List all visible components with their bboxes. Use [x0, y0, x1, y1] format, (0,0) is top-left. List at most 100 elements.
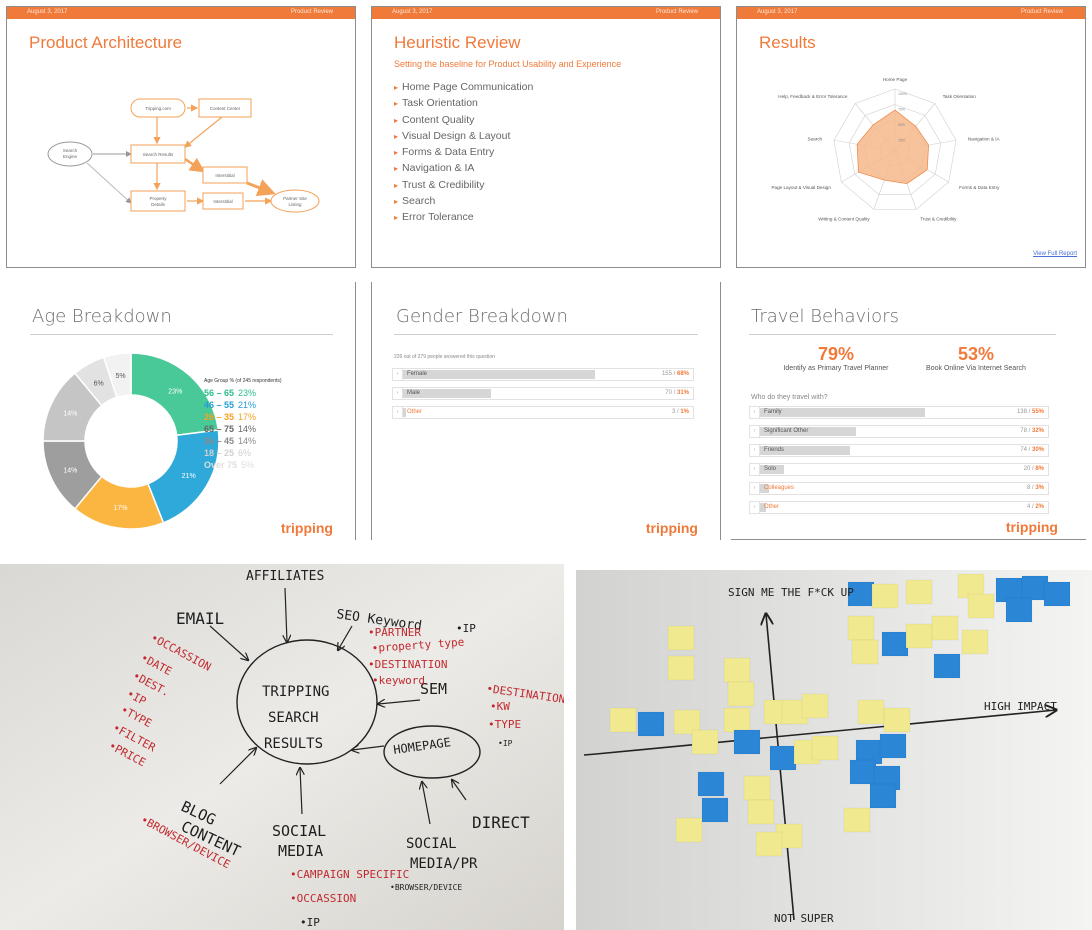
expand-icon[interactable]: › — [750, 445, 760, 456]
bar-fill — [760, 408, 925, 417]
legend-value: 14% — [238, 424, 257, 434]
sticky-note — [967, 593, 995, 619]
bar-row[interactable]: › Other 3 / 1% — [392, 406, 694, 419]
whiteboard-note: •DESTINATION — [368, 658, 447, 671]
radar-axis-label: Task Orientation — [943, 94, 977, 99]
expand-icon[interactable]: › — [750, 483, 760, 494]
stat-primary-planner: 79% Identify as Primary Travel Planner — [771, 344, 901, 372]
donut-slice — [102, 352, 132, 399]
list-item: ▸ Visual Design & Layout — [394, 129, 511, 142]
legend-value: 23% — [238, 388, 257, 398]
legend-label: 36 – 45 — [204, 436, 235, 446]
bar-row[interactable]: › Other 4 / 2% — [749, 501, 1049, 514]
legend-label: 65 – 75 — [204, 424, 235, 434]
stat-value: 79% — [817, 344, 855, 364]
expand-icon[interactable]: › — [750, 502, 760, 513]
legend-value: 6% — [238, 448, 252, 458]
expand-icon[interactable]: › — [393, 369, 403, 380]
slide-travel-behaviors: Travel Behaviors 79% Identify as Primary… — [731, 282, 1086, 540]
stat-book-online: 53% Book Online Via Internet Search — [911, 344, 1041, 372]
bar-label: Colleagues — [764, 485, 795, 491]
slide-results: August 3, 2017 Product Review Results 10… — [736, 6, 1086, 268]
legend-label: 46 – 55 — [204, 400, 235, 410]
impact-matrix-board: SIGN ME THE F*CK UP HIGH IMPACT NOT SUPE… — [576, 570, 1092, 930]
sticky-note — [747, 799, 775, 825]
expand-icon[interactable]: › — [393, 388, 403, 399]
bar-row[interactable]: › Solo 20 / 8% — [749, 463, 1049, 476]
list-item: ▸ Task Orientation — [394, 97, 478, 110]
expand-icon[interactable]: › — [750, 407, 760, 418]
sticky-note — [727, 681, 755, 707]
bar-label: Solo — [764, 466, 777, 472]
matrix-axis-bottom-label: NOT SUPER — [774, 912, 834, 925]
slide-title: Gender Breakdown — [396, 306, 568, 327]
architecture-diagram: Search Engine Search Results Tripping.co… — [47, 98, 320, 213]
svg-text:Interstitial: Interstitial — [215, 173, 234, 178]
slide-gender-breakdown: Gender Breakdown 226 out of 279 people a… — [371, 282, 721, 540]
sticky-note — [871, 583, 899, 609]
answered-count: 226 out of 279 people answered this ques… — [394, 354, 495, 360]
sticky-note — [801, 693, 829, 719]
whiteboard-note: •CAMPAIGN SPECIFIC — [290, 868, 409, 881]
whiteboard-label: •IP — [300, 916, 320, 929]
sticky-note — [1021, 575, 1049, 601]
svg-text:Details: Details — [151, 202, 166, 207]
tripping-logo: tripping — [1005, 519, 1058, 535]
whiteboard-label: SEARCH — [268, 710, 319, 726]
bar-value: 70 / 31% — [665, 390, 689, 396]
whiteboard-note: •IP — [498, 739, 513, 748]
radar-series-area — [856, 109, 929, 185]
radar-ring-label: 50% — [898, 123, 905, 127]
slide-section: Product Review — [290, 9, 333, 15]
slide-title: Product Architecture — [29, 33, 183, 52]
whiteboard-note: •keyword — [372, 674, 425, 687]
sticky-note — [881, 631, 909, 657]
whiteboard-label: EMAIL — [176, 609, 224, 628]
sticky-note — [723, 657, 751, 683]
expand-icon[interactable]: › — [750, 464, 760, 475]
slide-title: Travel Behaviors — [751, 306, 899, 327]
sticky-note — [905, 623, 933, 649]
legend-value: 5% — [241, 460, 255, 470]
bar-row[interactable]: › Family 138 / 55% — [749, 406, 1049, 419]
stat-value: 53% — [957, 344, 995, 364]
expand-icon[interactable]: › — [750, 426, 760, 437]
legend-value: 14% — [238, 436, 257, 446]
legend-label: 18 – 25 — [204, 448, 235, 458]
whiteboard-label: DIRECT — [472, 813, 530, 832]
expand-icon[interactable]: › — [393, 407, 403, 418]
bar-value: 8 / 3% — [1026, 485, 1044, 491]
radar-axis-label: Trust & Credibility — [920, 217, 957, 222]
slide-date: August 3, 2017 — [392, 9, 433, 15]
whiteboard-label: SOCIAL — [272, 822, 326, 840]
sticky-note — [691, 729, 719, 755]
bar-label: Family — [764, 409, 782, 415]
slide-header-bar: August 3, 2017 Product Review — [7, 7, 355, 19]
age-donut-chart: 23% 21% 17% 14% 14% 6% 5% — [42, 352, 220, 530]
bar-label: Female — [407, 371, 428, 377]
sticky-note — [879, 733, 907, 759]
slide-age-breakdown: Age Breakdown 23% 21% 17% 14% 14% 6% 5% Age Gr… — [8, 282, 356, 540]
bar-row[interactable]: › Female 155 / 68% — [392, 368, 694, 381]
whiteboard-note: •KW — [490, 700, 510, 713]
radar-axis-label: Help, Feedback & Error Tolerance — [778, 94, 848, 99]
sticky-note — [847, 615, 875, 641]
bar-row[interactable]: › Colleagues 8 / 3% — [749, 482, 1049, 495]
slide-title: Heuristic Review — [394, 33, 521, 52]
donut-slice-label: 17% — [114, 505, 128, 512]
bar-row[interactable]: › Significant Other 78 / 32% — [749, 425, 1049, 438]
radar-chart: 100% 75% 50% 25% Home Page Task Orientation Na… — [771, 77, 1000, 222]
sticky-note — [883, 707, 911, 733]
slide-date: August 3, 2017 — [27, 9, 68, 15]
age-legend: Age Group % (of 245 respondents) 56 – 65… — [204, 378, 282, 471]
donut-slice-label: 14% — [63, 468, 77, 475]
radar-axis-label: Writing & Content Quality — [818, 217, 870, 222]
svg-text:Interstitial: Interstitial — [213, 199, 232, 204]
view-full-report-link[interactable]: View Full Report — [1033, 251, 1077, 257]
bar-fill — [760, 484, 769, 493]
bar-row[interactable]: › Male 70 / 31% — [392, 387, 694, 400]
whiteboard-label: •IP — [456, 622, 476, 635]
sticky-note — [851, 639, 879, 665]
bar-row[interactable]: › Friends 74 / 30% — [749, 444, 1049, 457]
title-divider — [749, 334, 1056, 335]
